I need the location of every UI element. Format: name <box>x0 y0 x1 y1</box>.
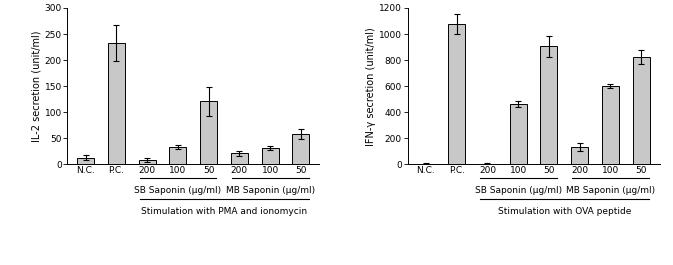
Text: MB Saponin (μg/ml): MB Saponin (μg/ml) <box>225 186 315 195</box>
Bar <box>231 153 248 164</box>
Text: SB Saponin (μg/ml): SB Saponin (μg/ml) <box>474 186 562 195</box>
Bar <box>262 148 279 164</box>
Bar <box>509 104 526 164</box>
Bar <box>77 157 94 164</box>
Y-axis label: IL-2 secretion (unit/ml): IL-2 secretion (unit/ml) <box>32 30 42 142</box>
Bar <box>108 43 125 164</box>
Text: MB Saponin (μg/ml): MB Saponin (μg/ml) <box>566 186 655 195</box>
Bar <box>293 134 310 164</box>
Bar <box>571 147 588 164</box>
Y-axis label: IFN-γ secretion (unit/ml): IFN-γ secretion (unit/ml) <box>366 27 376 145</box>
Bar <box>540 46 557 164</box>
Bar <box>201 101 217 164</box>
Bar <box>139 160 155 164</box>
Text: Stimulation with OVA peptide: Stimulation with OVA peptide <box>497 206 631 215</box>
Bar <box>602 86 618 164</box>
Bar <box>633 57 649 164</box>
Bar <box>448 24 465 164</box>
Bar <box>170 147 186 164</box>
Text: SB Saponin (μg/ml): SB Saponin (μg/ml) <box>135 186 221 195</box>
Text: Stimulation with PMA and ionomycin: Stimulation with PMA and ionomycin <box>141 206 307 215</box>
